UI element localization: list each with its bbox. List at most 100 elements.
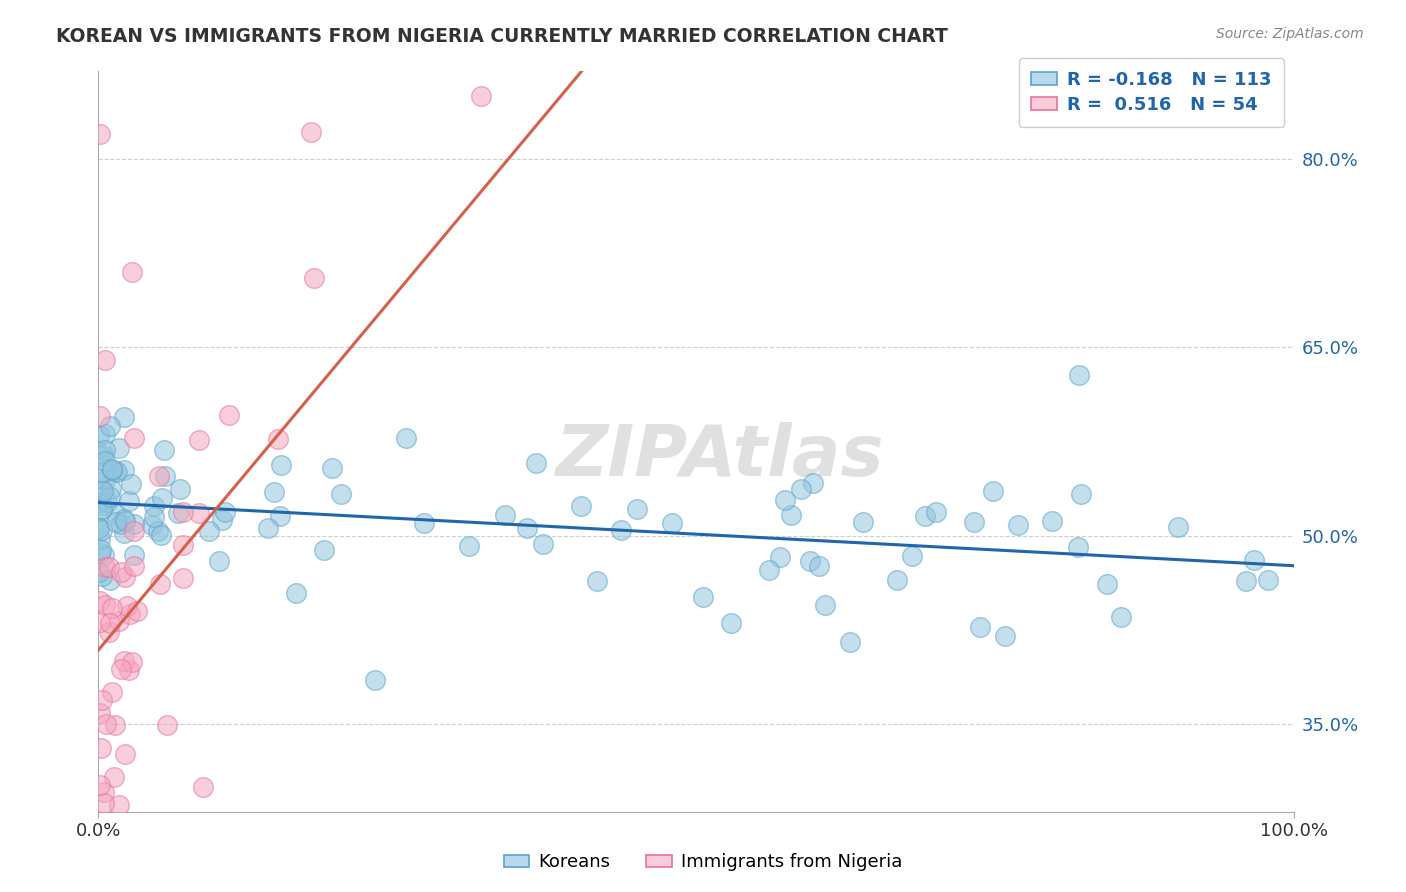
- Point: [969, 620, 991, 634]
- Point: [457, 539, 479, 553]
- Point: [329, 487, 352, 501]
- Point: [156, 718, 179, 732]
- Point: [89, 817, 111, 831]
- Legend: R = -0.168   N = 113, R =  0.516   N = 54: R = -0.168 N = 113, R = 0.516 N = 54: [1018, 58, 1285, 127]
- Point: [90, 498, 112, 512]
- Point: [270, 458, 292, 472]
- Point: [101, 684, 124, 698]
- Point: [780, 508, 803, 522]
- Point: [285, 586, 308, 600]
- Point: [470, 89, 492, 103]
- Point: [1070, 487, 1092, 501]
- Point: [112, 526, 135, 541]
- Point: [839, 635, 862, 649]
- Point: [112, 463, 135, 477]
- Point: [172, 538, 194, 552]
- Point: [808, 558, 831, 573]
- Point: [494, 508, 516, 522]
- Point: [609, 523, 631, 537]
- Point: [1040, 514, 1063, 528]
- Point: [118, 494, 141, 508]
- Point: [166, 506, 188, 520]
- Point: [267, 432, 290, 446]
- Point: [257, 521, 280, 535]
- Point: [1167, 520, 1189, 534]
- Point: [1067, 541, 1090, 555]
- Point: [149, 577, 172, 591]
- Point: [100, 482, 122, 496]
- Point: [326, 817, 349, 831]
- Point: [768, 550, 790, 565]
- Point: [89, 593, 111, 607]
- Point: [125, 604, 148, 618]
- Point: [89, 741, 111, 756]
- Point: [914, 509, 936, 524]
- Point: [98, 573, 121, 587]
- Point: [661, 516, 683, 530]
- Point: [98, 616, 121, 631]
- Point: [886, 573, 908, 587]
- Point: [101, 601, 124, 615]
- Point: [218, 408, 240, 422]
- Point: [93, 548, 115, 562]
- Point: [93, 454, 115, 468]
- Point: [141, 518, 163, 533]
- Point: [105, 508, 128, 522]
- Point: [208, 554, 231, 568]
- Point: [314, 543, 336, 558]
- Point: [211, 513, 233, 527]
- Point: [413, 516, 436, 530]
- Point: [773, 492, 796, 507]
- Point: [108, 441, 131, 455]
- Point: [89, 533, 111, 547]
- Point: [94, 443, 117, 458]
- Point: [93, 560, 115, 574]
- Point: [524, 457, 547, 471]
- Point: [901, 549, 924, 563]
- Point: [112, 655, 135, 669]
- Point: [122, 549, 145, 563]
- Text: Source: ZipAtlas.com: Source: ZipAtlas.com: [1216, 27, 1364, 41]
- Point: [91, 465, 114, 479]
- Point: [114, 570, 136, 584]
- Point: [107, 817, 129, 831]
- Point: [364, 673, 387, 687]
- Point: [169, 482, 191, 496]
- Point: [191, 780, 214, 794]
- Point: [983, 483, 1005, 498]
- Point: [122, 516, 145, 531]
- Point: [118, 663, 141, 677]
- Point: [89, 449, 111, 463]
- Point: [104, 464, 127, 478]
- Point: [96, 495, 118, 509]
- Point: [89, 615, 111, 629]
- Point: [122, 431, 145, 445]
- Point: [963, 516, 986, 530]
- Point: [104, 718, 127, 732]
- Point: [89, 778, 111, 792]
- Text: ZIPAtlas: ZIPAtlas: [555, 422, 884, 491]
- Point: [801, 475, 824, 490]
- Text: KOREAN VS IMMIGRANTS FROM NIGERIA CURRENTLY MARRIED CORRELATION CHART: KOREAN VS IMMIGRANTS FROM NIGERIA CURREN…: [56, 27, 948, 45]
- Point: [143, 509, 166, 524]
- Point: [188, 433, 211, 447]
- Point: [89, 545, 111, 559]
- Point: [93, 796, 115, 810]
- Point: [93, 785, 115, 799]
- Point: [263, 485, 285, 500]
- Point: [87, 521, 110, 535]
- Point: [121, 265, 143, 279]
- Point: [98, 625, 121, 640]
- Point: [516, 521, 538, 535]
- Point: [814, 598, 837, 612]
- Point: [1243, 553, 1265, 567]
- Point: [152, 442, 174, 457]
- Point: [87, 495, 110, 509]
- Point: [1095, 577, 1118, 591]
- Point: [114, 514, 136, 528]
- Point: [112, 512, 135, 526]
- Point: [299, 125, 322, 139]
- Point: [187, 507, 209, 521]
- Point: [269, 509, 291, 524]
- Point: [571, 499, 593, 513]
